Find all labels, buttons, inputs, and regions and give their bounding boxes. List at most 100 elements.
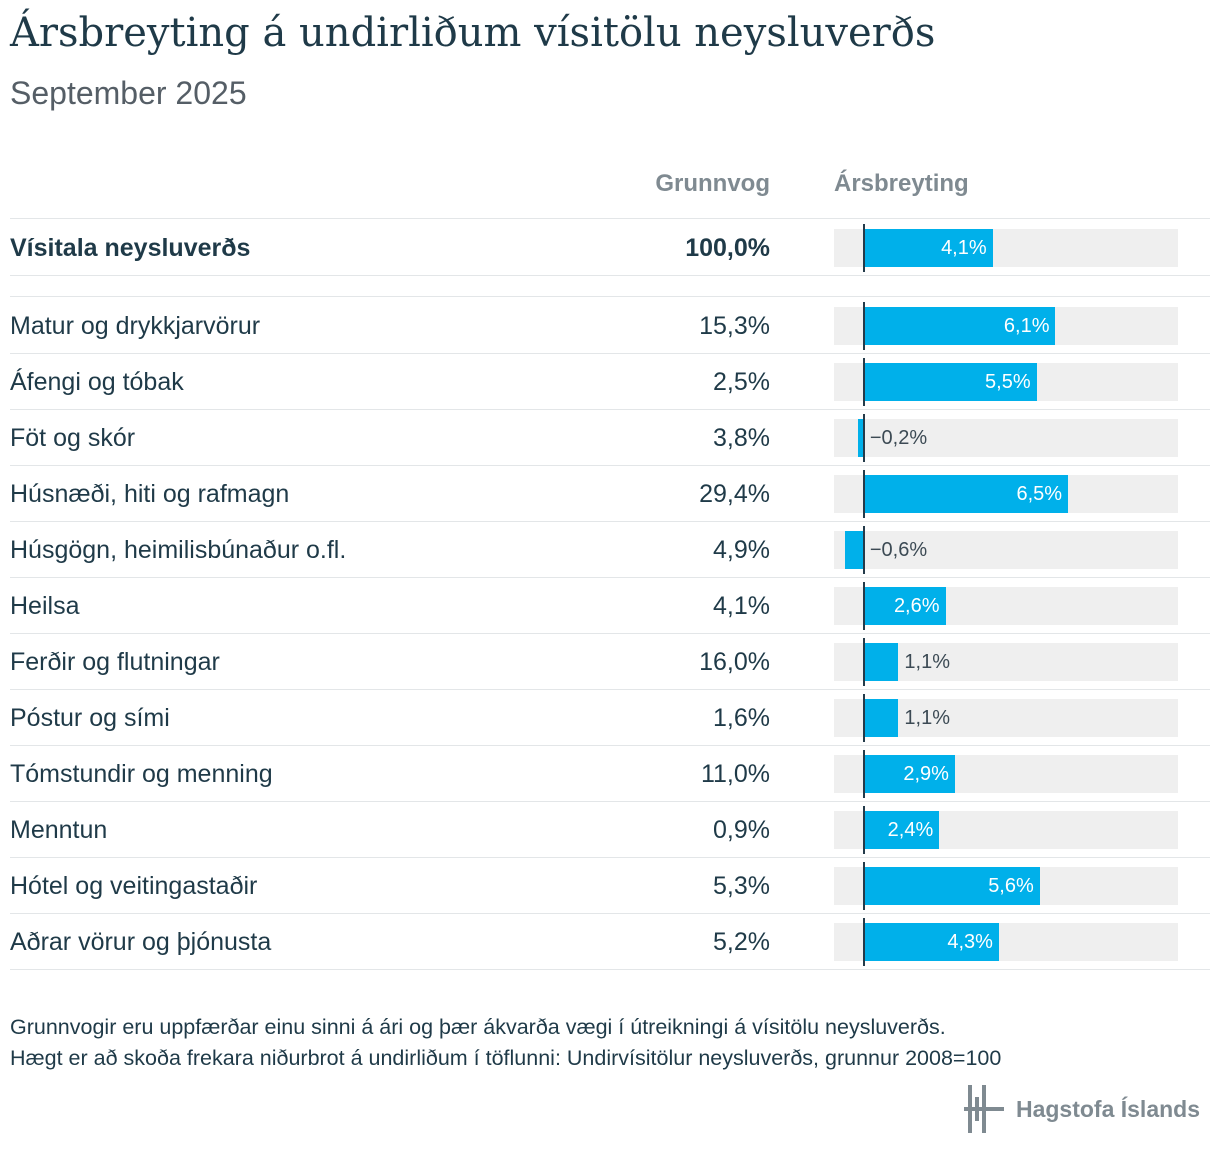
bar-track: −0,6% (834, 526, 1178, 574)
footnote: Grunnvogir eru uppfærðar einu sinni á ár… (10, 1012, 1215, 1074)
row-label: Póstur og sími (10, 704, 170, 732)
divider (10, 913, 1210, 914)
bar-value-label: 6,5% (1016, 483, 1063, 505)
row-label: Áfengi og tóbak (10, 368, 184, 396)
divider (10, 465, 1210, 466)
bar-value-label: 2,9% (903, 763, 949, 785)
row-label: Aðrar vörur og þjónusta (10, 928, 272, 956)
divider (10, 296, 1210, 297)
table-row: Póstur og sími 1,6% 1,1% (10, 690, 1210, 746)
bar (863, 811, 940, 849)
bar-value-label: −0,6% (869, 539, 928, 561)
bar-track: 2,4% (834, 806, 1178, 854)
bar-track: 6,5% (834, 470, 1178, 518)
row-weight: 11,0% (700, 760, 770, 788)
zero-axis-line (862, 694, 865, 742)
divider (10, 521, 1210, 522)
bar-track: 5,6% (834, 862, 1178, 910)
zero-axis-line (862, 358, 865, 406)
divider (10, 969, 1210, 970)
divider (10, 409, 1210, 410)
table-row: Tómstundir og menning 11,0% 2,9% (10, 746, 1210, 802)
table-row: Ferðir og flutningar 16,0% 1,1% (10, 634, 1210, 690)
row-weight: 29,4% (699, 480, 770, 508)
footnote-line: Hægt er að skoða frekara niðurbrot á und… (10, 1046, 1002, 1070)
row-weight: 0,9% (713, 816, 770, 844)
bar-track: 4,1% (834, 224, 1178, 272)
logo-text: Hagstofa Íslands (1015, 1095, 1200, 1122)
zero-axis-line (862, 526, 865, 574)
table-row: Húsgögn, heimilisbúnaður o.fl. 4,9% −0,6% (10, 522, 1210, 578)
divider (10, 745, 1210, 746)
divider (10, 689, 1210, 690)
row-label: Menntun (10, 816, 108, 844)
table-row: Heilsa 4,1% 2,6% (10, 578, 1210, 634)
footnote-line: Grunnvogir eru uppfærðar einu sinni á ár… (10, 1015, 946, 1039)
bar-track: 2,6% (834, 582, 1178, 630)
row-weight: 4,9% (713, 536, 770, 564)
table-row: Menntun 0,9% 2,4% (10, 802, 1210, 858)
bar (844, 531, 864, 569)
chart-subtitle: September 2025 (10, 75, 247, 111)
bar-value-label: 4,3% (947, 931, 993, 953)
bar-value-label: 2,6% (893, 595, 940, 617)
bar-track: −0,2% (834, 414, 1178, 462)
divider (10, 857, 1210, 858)
row-label: Matur og drykkjarvörur (10, 312, 261, 340)
bar-track: 5,5% (834, 358, 1178, 406)
row-weight: 15,3% (699, 312, 770, 340)
divider (10, 218, 1210, 219)
row-label: Hótel og veitingastaðir (10, 872, 258, 900)
bar (863, 587, 946, 625)
bar (863, 363, 1037, 401)
row-label: Vísitala neysluverðs (10, 234, 251, 262)
column-header-change: Ársbreyting (834, 170, 969, 197)
bar (863, 867, 1040, 905)
row-label: Ferðir og flutningar (10, 648, 220, 676)
row-weight: 3,8% (713, 424, 770, 452)
bar-value-label: 4,1% (941, 237, 987, 259)
zero-axis-line (862, 750, 865, 798)
bar (863, 307, 1056, 345)
bar-track: 2,9% (834, 750, 1178, 798)
bar (863, 643, 899, 681)
bar-track: 4,3% (834, 918, 1178, 966)
hagstofa-logo-icon (963, 1085, 1004, 1133)
zero-axis-line (862, 918, 865, 966)
table-row: Húsnæði, hiti og rafmagn 29,4% 6,5% (10, 466, 1210, 522)
chart-title: Ársbreyting á undirliðum vísitölu neyslu… (10, 10, 936, 56)
column-header-weight: Grunnvog (655, 170, 770, 197)
bar (857, 419, 864, 457)
row-label: Húsgögn, heimilisbúnaður o.fl. (10, 536, 347, 564)
bar-value-label: 5,5% (985, 371, 1031, 393)
bar (863, 923, 999, 961)
bar (863, 475, 1069, 513)
row-weight: 100,0% (685, 234, 770, 262)
row-label: Húsnæði, hiti og rafmagn (10, 480, 290, 508)
row-weight: 5,3% (713, 872, 770, 900)
row-label: Tómstundir og menning (10, 760, 273, 788)
bar-track: 1,1% (834, 694, 1178, 742)
divider (10, 353, 1210, 354)
divider (10, 577, 1210, 578)
table-row-total: Vísitala neysluverðs 100,0% 4,1% (10, 220, 1210, 276)
zero-axis-line (862, 582, 865, 630)
zero-axis-line (862, 414, 865, 462)
row-label: Föt og skór (10, 424, 136, 452)
divider (10, 275, 1210, 276)
table-row: Áfengi og tóbak 2,5% 5,5% (10, 354, 1210, 410)
bar-value-label: 6,1% (1003, 315, 1050, 337)
bar (863, 699, 899, 737)
bar (863, 229, 993, 267)
bar-value-label: −0,2% (869, 427, 928, 449)
zero-axis-line (862, 224, 865, 272)
zero-axis-line (862, 862, 865, 910)
divider (10, 801, 1210, 802)
row-weight: 4,1% (713, 592, 770, 620)
zero-axis-line (862, 638, 865, 686)
row-label: Heilsa (10, 592, 80, 620)
zero-axis-line (862, 302, 865, 350)
zero-axis-line (862, 470, 865, 518)
bar-track: 6,1% (834, 302, 1178, 350)
table-row: Hótel og veitingastaðir 5,3% 5,6% (10, 858, 1210, 914)
